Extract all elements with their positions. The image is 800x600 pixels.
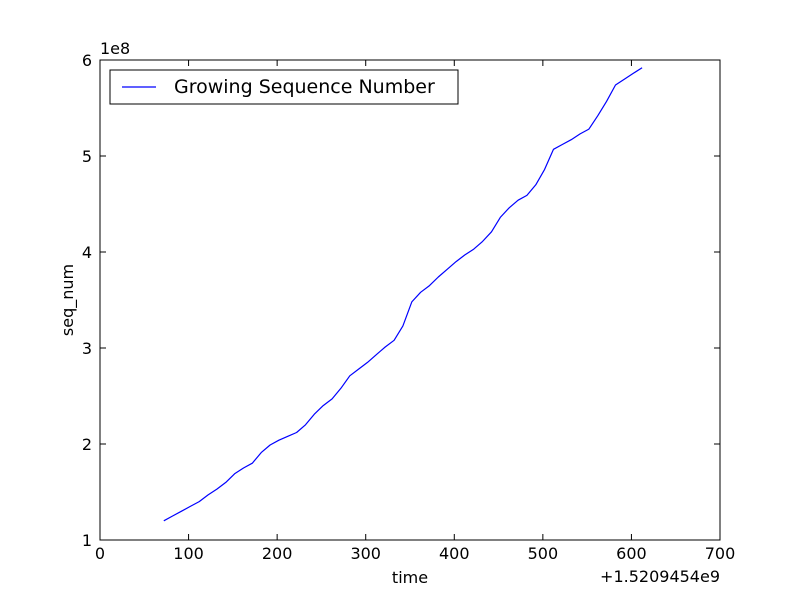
x-tick-label: 400 (439, 544, 470, 563)
x-tick-label: 500 (528, 544, 559, 563)
plot-frame (99, 59, 721, 541)
y-tick-label: 6 (82, 51, 92, 70)
x-tick-label: 300 (350, 544, 381, 563)
series-layer (163, 67, 643, 522)
y-tick-label: 2 (82, 435, 92, 454)
legend-label: Growing Sequence Number (174, 76, 435, 98)
legend-box (109, 69, 459, 105)
plot-area (99, 59, 721, 541)
y-tick-label: 1 (82, 531, 92, 550)
x-axis-ticks: 0 100 200 300 400 500 600 700 (95, 60, 735, 563)
y-scale-label: 1e8 (100, 39, 130, 58)
x-tick-label: 600 (616, 544, 647, 563)
y-tick-label: 5 (82, 147, 92, 166)
x-tick-label: 100 (173, 544, 204, 563)
y-tick-label: 3 (82, 339, 92, 358)
y-tick-label: 4 (82, 243, 92, 262)
series-line-0 (163, 67, 643, 522)
y-axis-label: seq_num (58, 264, 78, 336)
y-axis-ticks: 1 2 3 4 5 6 (82, 51, 720, 550)
legend: Growing Sequence Number (109, 69, 459, 105)
x-tick-label: 200 (262, 544, 293, 563)
x-offset-label: +1.5209454e9 (600, 567, 720, 586)
x-axis-label: time (392, 568, 428, 587)
plot-background (100, 60, 720, 540)
x-tick-label: 700 (705, 544, 736, 563)
x-tick-label: 0 (95, 544, 105, 563)
